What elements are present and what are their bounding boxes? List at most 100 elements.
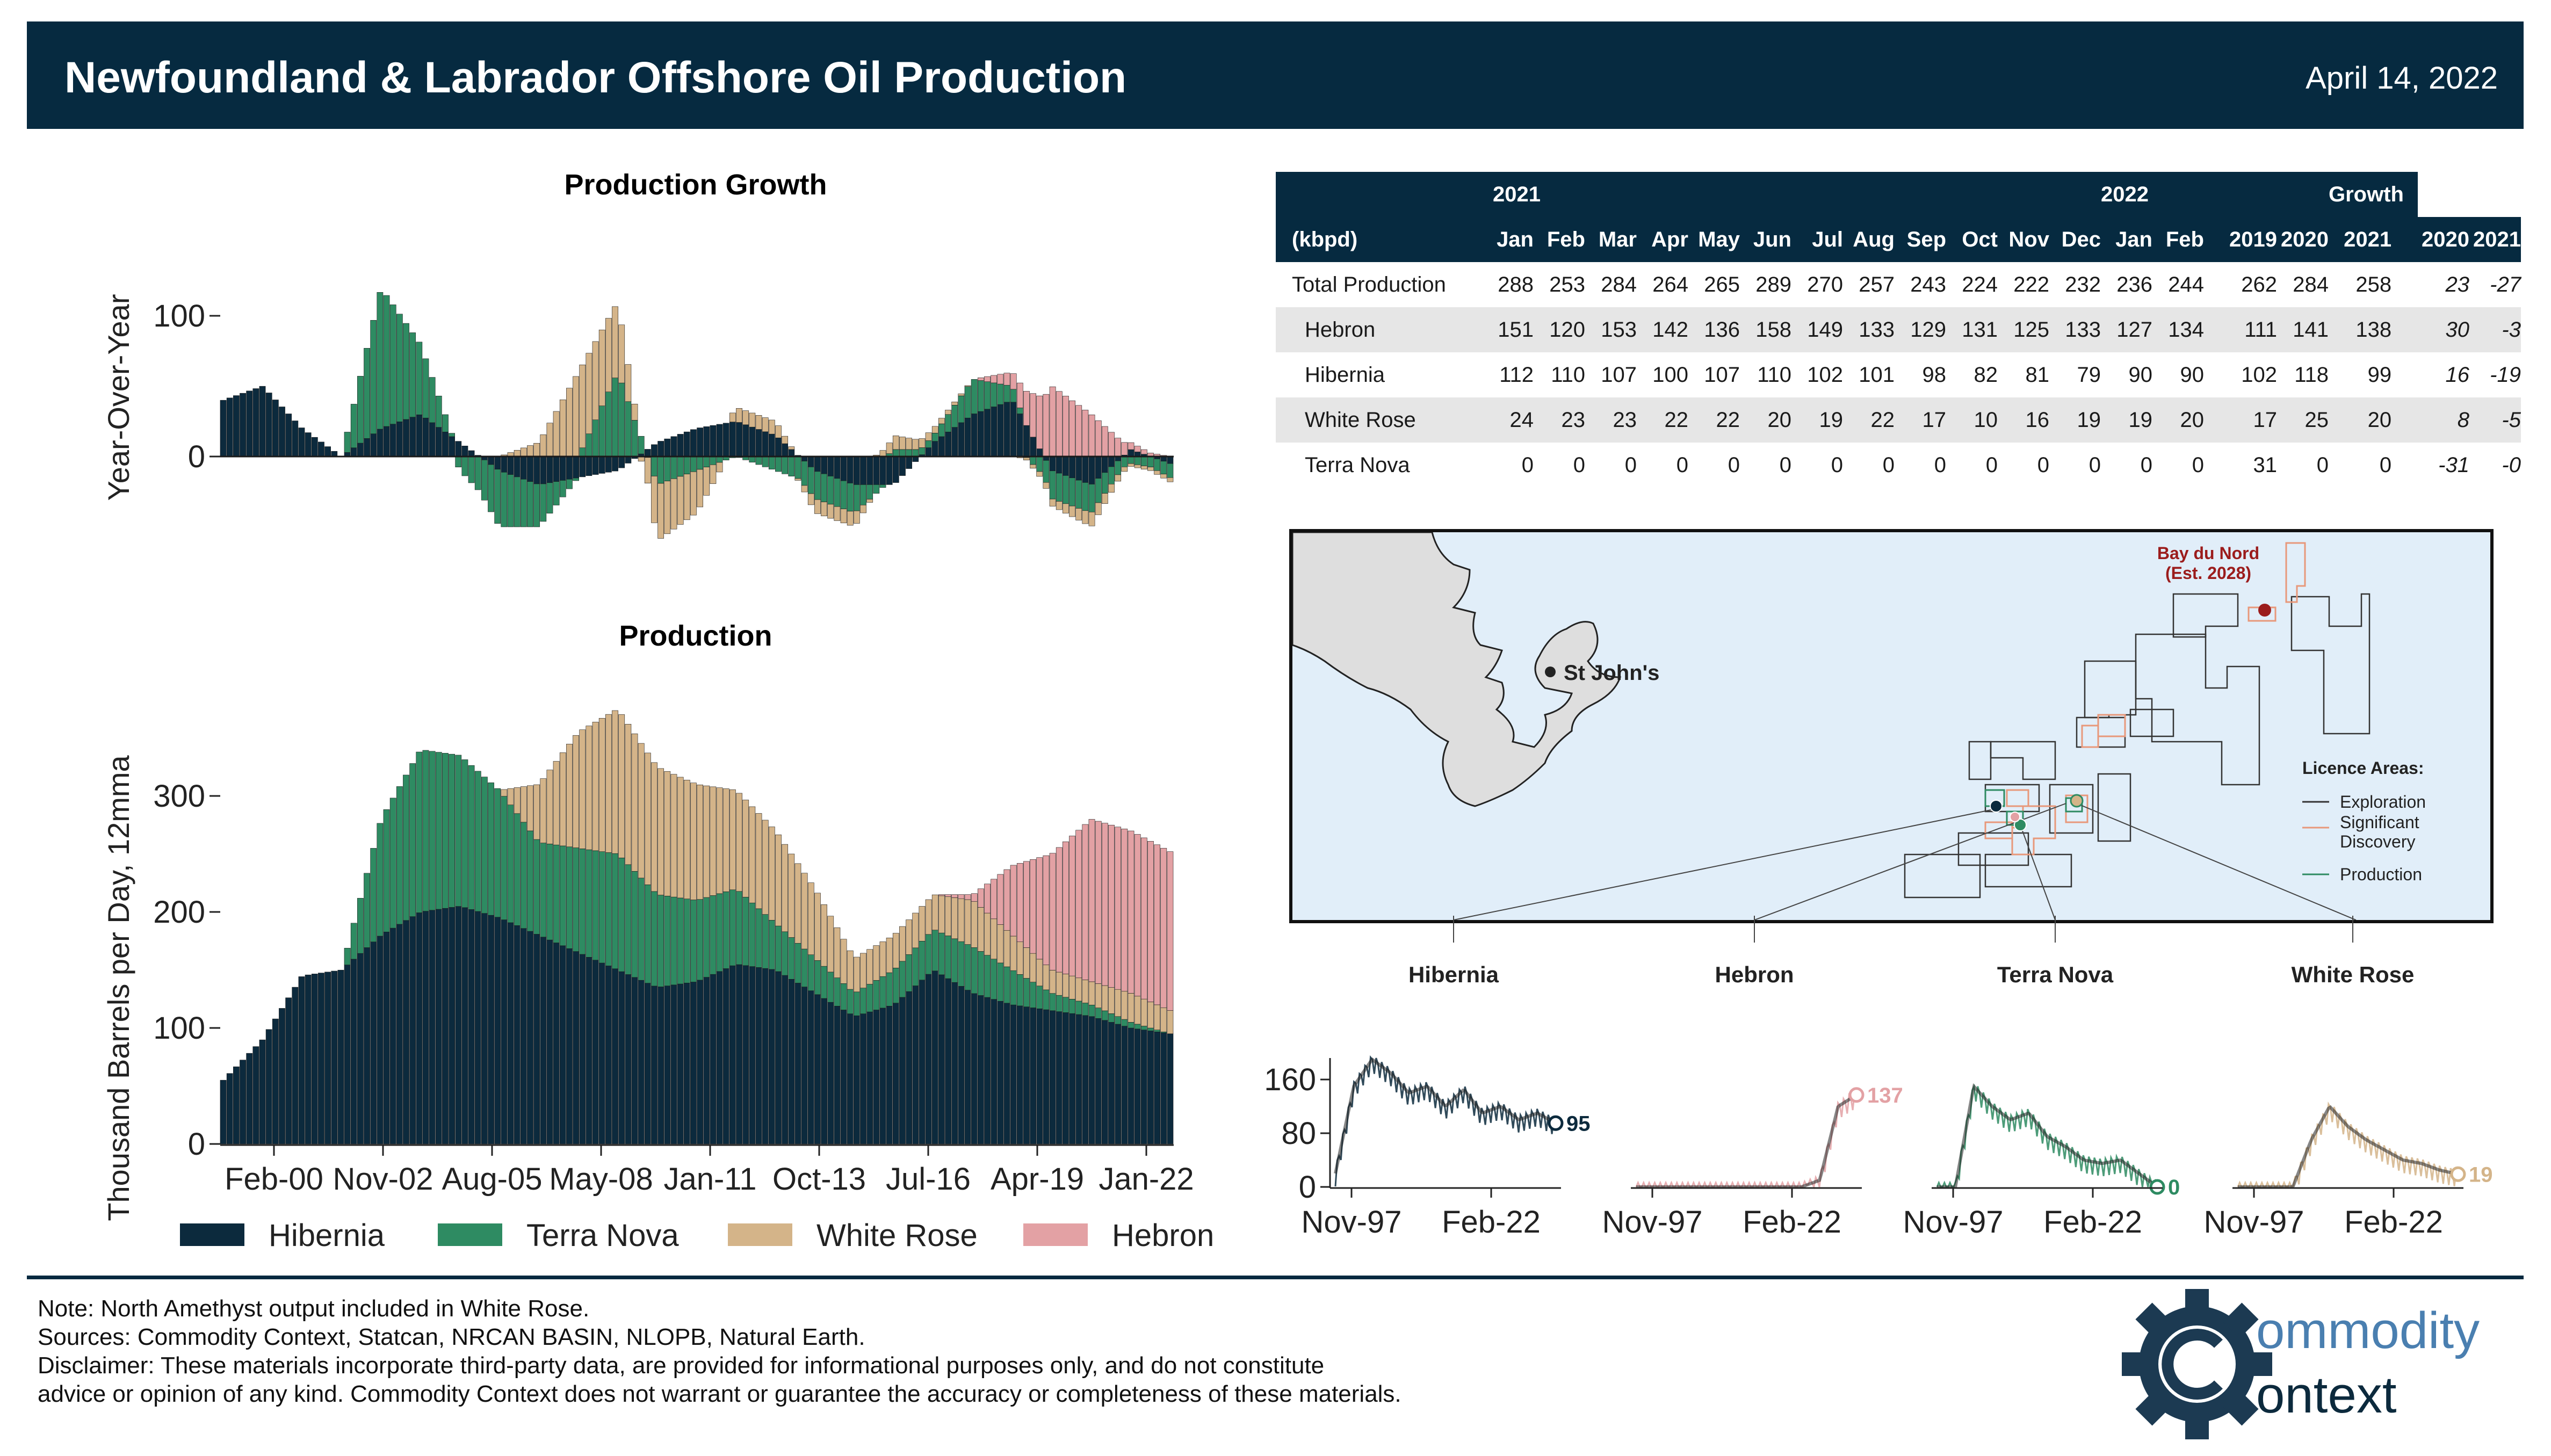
production-bar [1010, 1004, 1017, 1144]
sources-text: Sources: Commodity Context, Statcan, NRC… [38, 1324, 865, 1350]
table-cell: 19 [2101, 397, 2152, 443]
table-cell: 262 [2241, 272, 2277, 296]
production-bar [834, 977, 841, 1006]
growth-bar [827, 504, 834, 519]
growth-bar [958, 395, 965, 423]
production-bar [488, 783, 494, 916]
growth-bar [220, 400, 227, 457]
production-bar [566, 846, 573, 949]
production-bar [938, 895, 945, 933]
field-average-line [2238, 1105, 2459, 1189]
production-bar [1063, 1012, 1069, 1144]
report-date: April 14, 2022 [2306, 61, 2498, 96]
production-bar [703, 977, 710, 1144]
growth-bar [749, 426, 756, 457]
growth-bar [1043, 482, 1050, 489]
hibernia-marker [1990, 800, 2003, 813]
growth-bar [834, 478, 841, 507]
production-bar [827, 916, 834, 973]
table-cell: 23 [2445, 272, 2469, 296]
table-cell: 82 [1974, 363, 1998, 387]
production-bar [559, 845, 566, 946]
growth-bar [1095, 456, 1102, 479]
production-bar [1147, 1002, 1154, 1028]
production-bar [586, 957, 592, 1144]
growth-bar [768, 456, 775, 469]
table-cell: 0 [1934, 453, 1946, 477]
growth-bar [1049, 498, 1056, 506]
production-bar [1069, 999, 1075, 1014]
table-cell: -3 [2469, 307, 2521, 352]
production-bar [501, 789, 508, 796]
growth-bar [821, 473, 827, 502]
growth-bar [598, 329, 605, 406]
production-bar [931, 930, 938, 972]
production-bar [644, 885, 651, 983]
growth-bar [533, 443, 540, 457]
growth-bar [625, 401, 632, 457]
production-bar [285, 997, 292, 1144]
production-bar [1056, 995, 1063, 1012]
growth-bar [1108, 456, 1115, 467]
growth-bar [742, 410, 749, 425]
production-bar [1128, 1022, 1134, 1028]
growth-bar [997, 383, 1004, 405]
growth-bar [768, 419, 775, 434]
growth-bar [605, 456, 612, 473]
table-cell: 100 [1652, 363, 1688, 387]
growth-bar [866, 499, 873, 503]
production-x-tick-label: Aug-05 [442, 1162, 542, 1197]
table-cell: Jul [1791, 217, 1843, 262]
growth-bar [292, 421, 299, 457]
production-bar [827, 972, 834, 1003]
production-bar [938, 932, 945, 975]
growth-bar [527, 456, 533, 482]
growth-bar [350, 404, 357, 448]
growth-bar [364, 438, 370, 457]
growth-bar [540, 483, 547, 522]
production-bar [991, 918, 998, 960]
growth-bar [494, 469, 501, 524]
growth-bar [1115, 438, 1122, 457]
table-cell [2204, 352, 2225, 397]
field-monthly-line [1635, 1089, 1858, 1190]
growth-bar [912, 449, 919, 457]
growth-bar [559, 480, 566, 497]
table-cell: 133 [1843, 307, 1895, 352]
growth-bar [814, 456, 821, 472]
growth-bar [1140, 449, 1147, 455]
table-year-row: 2021 2022 Growth [1276, 172, 2521, 217]
production-bar [794, 943, 801, 983]
production-bar [514, 813, 521, 926]
growth-bar [442, 431, 449, 457]
growth-bar [664, 456, 671, 482]
growth-bar [1023, 425, 1030, 457]
growth-bar [546, 456, 553, 483]
growth-bar [879, 456, 886, 485]
growth-bar [566, 456, 573, 480]
growth-bar [1036, 448, 1043, 457]
growth-bar [1134, 446, 1141, 452]
production-bar [579, 729, 586, 849]
table-cell: 244 [2168, 272, 2204, 296]
production-bar [292, 987, 299, 1144]
production-bar [814, 893, 821, 961]
production-bar [435, 909, 442, 1144]
production-bar [703, 897, 710, 977]
table-cell: 19 [1791, 397, 1843, 443]
production-bar [1140, 1026, 1147, 1030]
table-cell: 111 [2225, 307, 2277, 352]
production-bar [860, 953, 866, 988]
production-bar [697, 899, 703, 981]
production-bar [951, 982, 958, 1144]
production-bar [1056, 1011, 1063, 1144]
production-bar [461, 907, 468, 1144]
growth-bar [899, 456, 906, 476]
growth-bar [690, 472, 697, 516]
growth-bar [1036, 456, 1043, 472]
table-cell: 257 [1859, 272, 1895, 296]
growth-header: Growth [2329, 172, 2418, 217]
growth-bar [860, 505, 866, 513]
growth-bar [612, 456, 618, 472]
growth-bar [814, 471, 821, 500]
